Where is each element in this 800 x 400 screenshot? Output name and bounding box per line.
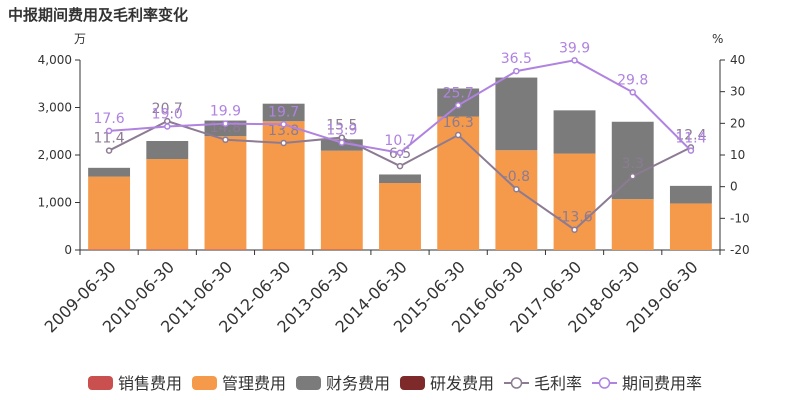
plot-area: 01,0002,0003,0004,000-20-100102030402009… (38, 40, 750, 336)
bar-segment (88, 167, 131, 177)
left-axis-tick-label: 0 (64, 243, 72, 257)
right-axis-tick-label: 0 (730, 180, 738, 194)
bar-segment (669, 185, 712, 204)
legend-swatch[interactable] (88, 376, 113, 390)
legend-label[interactable]: 毛利率 (534, 374, 582, 393)
bar-segment (553, 153, 596, 250)
series-point (687, 147, 695, 154)
right-axis-tick-label: -10 (730, 211, 750, 225)
series-point (222, 136, 229, 144)
left-axis-tick-label: 2,000 (38, 148, 72, 162)
data-label: 19.7 (268, 104, 299, 120)
series-point (396, 162, 404, 170)
chart-title: 中报期间费用及毛利率变化 (8, 6, 188, 24)
bar-segment (379, 183, 421, 250)
series-point (105, 127, 113, 135)
bar-segment (669, 203, 712, 250)
legend-label[interactable]: 销售费用 (118, 374, 182, 393)
right-axis-tick-label: 30 (730, 85, 745, 99)
data-label: 13.9 (326, 123, 357, 139)
left-axis-tick-label: 3,000 (38, 101, 72, 115)
data-label: 3.3 (622, 156, 644, 172)
bar-segment (262, 103, 305, 122)
data-label: -13.6 (556, 210, 592, 226)
series-point (454, 131, 462, 139)
legend-swatch[interactable] (192, 376, 217, 390)
bar-segment (611, 121, 654, 200)
data-label: 17.6 (94, 111, 125, 127)
right-axis-tick-label: 40 (730, 53, 745, 67)
data-label: 15.5 (326, 118, 357, 134)
bar-segment (495, 77, 538, 151)
data-label: 20.7 (152, 101, 183, 117)
legend-label[interactable]: 期间费用率 (622, 374, 702, 393)
bar-segment (146, 159, 189, 250)
series-point (396, 149, 404, 157)
series-point (629, 172, 636, 180)
bar-segment (553, 110, 596, 154)
bar-segment (320, 150, 363, 250)
right-axis-unit: % (712, 32, 723, 46)
bar-segment (88, 249, 131, 250)
legend-swatch[interactable] (400, 376, 425, 390)
data-label: 29.8 (617, 72, 648, 88)
right-axis-tick-label: 10 (730, 148, 745, 162)
data-label: 39.9 (559, 40, 590, 56)
data-label: 25.7 (443, 85, 474, 101)
series-point (280, 139, 287, 147)
legend-label[interactable]: 管理费用 (222, 374, 286, 393)
legend-label[interactable]: 财务费用 (326, 374, 390, 393)
legend-label[interactable]: 研发费用 (430, 374, 494, 393)
series-point (571, 226, 578, 233)
left-axis-tick-label: 1,000 (38, 196, 72, 210)
data-label: 10.7 (384, 133, 415, 149)
bar-segment (88, 176, 131, 250)
data-label: 16.3 (443, 115, 474, 131)
series-point (513, 185, 520, 193)
legend-swatch[interactable] (296, 376, 321, 390)
data-label: 19.9 (210, 104, 241, 120)
data-label: -0.8 (503, 169, 530, 185)
series-point (629, 89, 636, 96)
series-point (105, 147, 113, 154)
legend: 销售费用 管理费用 财务费用 研发费用 毛利率 期间费用率 (88, 374, 702, 393)
series-point (222, 120, 229, 127)
legend-marker[interactable] (510, 377, 523, 389)
left-axis-unit: 万 (74, 32, 86, 46)
bar-segment (379, 174, 421, 184)
legend-marker[interactable] (598, 377, 611, 389)
bar-segment (146, 140, 189, 160)
series-point (338, 139, 346, 146)
data-label: 36.5 (501, 51, 532, 67)
series-point (280, 121, 287, 128)
data-label: 12.4 (675, 127, 706, 143)
bar-segment (204, 136, 247, 250)
series-point (571, 57, 578, 64)
bar-segment (146, 249, 189, 250)
right-axis-tick-label: -20 (730, 243, 750, 257)
series-point (454, 102, 462, 109)
bar-segment (437, 116, 480, 251)
series-point (164, 123, 171, 130)
series-point (513, 67, 520, 75)
right-axis-tick-label: 20 (730, 116, 745, 130)
bar-segment (204, 249, 247, 250)
data-label: 11.4 (94, 131, 125, 147)
left-axis-tick-label: 4,000 (38, 53, 72, 67)
data-label: 11.4 (675, 131, 706, 147)
data-label: 19.0 (152, 107, 183, 123)
bar-segment (611, 199, 654, 250)
